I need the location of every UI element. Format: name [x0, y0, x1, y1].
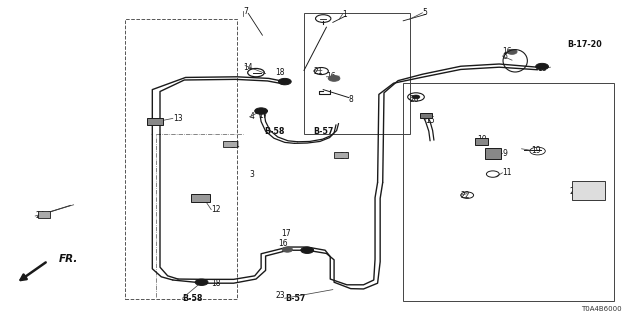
Text: 10: 10 [477, 135, 486, 144]
Text: 24: 24 [35, 212, 45, 220]
Text: 9: 9 [502, 149, 508, 158]
Text: 14: 14 [243, 63, 253, 72]
Text: B-58: B-58 [182, 294, 203, 303]
Text: 5: 5 [422, 8, 428, 17]
Text: 18: 18 [211, 279, 221, 288]
Text: 15: 15 [426, 116, 435, 124]
Text: 16: 16 [278, 239, 288, 248]
Bar [403, 83, 614, 301]
Circle shape [412, 95, 420, 99]
Text: 7: 7 [243, 7, 248, 16]
Bar [147, 118, 163, 125]
Text: B-57: B-57 [314, 127, 334, 136]
Bar [485, 148, 501, 159]
Circle shape [282, 247, 292, 252]
Text: 20: 20 [410, 95, 419, 104]
Text: 19: 19 [531, 146, 541, 155]
Circle shape [328, 76, 340, 81]
Bar [125, 19, 237, 299]
Bar [334, 152, 348, 158]
Text: 17: 17 [282, 229, 291, 238]
Circle shape [278, 78, 291, 85]
Text: 21: 21 [314, 67, 323, 76]
Text: 24: 24 [230, 141, 240, 150]
Text: 1: 1 [342, 10, 347, 19]
Text: 16: 16 [326, 72, 336, 81]
Text: 18: 18 [538, 64, 547, 73]
Circle shape [507, 49, 517, 54]
Text: 16: 16 [502, 47, 512, 56]
Circle shape [301, 247, 314, 253]
Text: 6: 6 [502, 52, 508, 60]
Bar [420, 113, 432, 118]
Bar [304, 13, 410, 134]
Text: 8: 8 [349, 95, 353, 104]
Text: 3: 3 [250, 170, 255, 179]
Text: 11: 11 [502, 168, 512, 177]
Text: B-58: B-58 [264, 127, 285, 136]
Circle shape [255, 108, 268, 114]
Text: 23: 23 [275, 291, 285, 300]
Text: 18: 18 [275, 68, 285, 76]
Text: 22: 22 [461, 191, 470, 200]
Circle shape [195, 279, 208, 285]
Bar [223, 141, 237, 147]
Text: 4: 4 [250, 112, 255, 121]
Text: T0A4B6000: T0A4B6000 [581, 306, 621, 312]
Text: 13: 13 [173, 114, 182, 123]
Bar [475, 138, 488, 145]
Bar [191, 194, 210, 202]
Bar [572, 181, 605, 200]
Text: B-57: B-57 [285, 294, 305, 303]
Text: FR.: FR. [59, 254, 78, 264]
Circle shape [536, 63, 548, 70]
Bar [38, 211, 50, 218]
Text: B-17-20: B-17-20 [567, 40, 602, 49]
Text: 17: 17 [258, 111, 268, 120]
Text: 24: 24 [339, 152, 349, 161]
Text: 2: 2 [570, 188, 574, 196]
Text: 12: 12 [211, 205, 221, 214]
